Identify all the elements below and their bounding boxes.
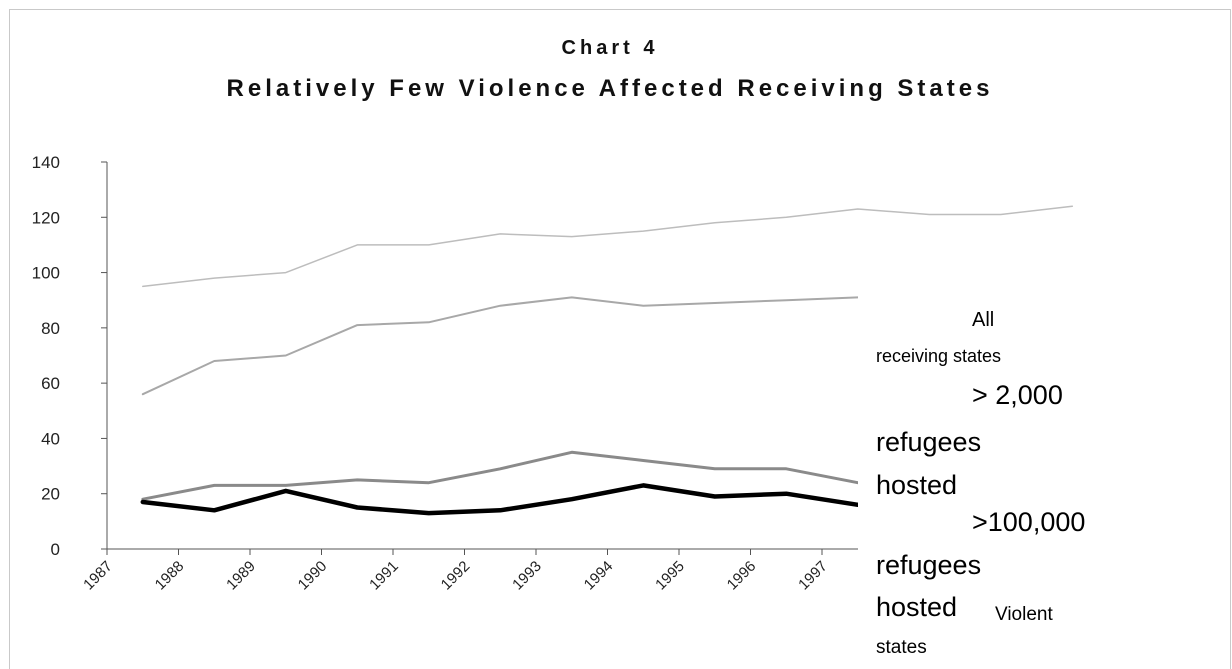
series-line-0 bbox=[142, 205, 1074, 288]
x-tick-label: 1994 bbox=[581, 558, 617, 594]
x-tick-label: 1995 bbox=[652, 558, 688, 594]
y-tick-label: 0 bbox=[51, 540, 60, 559]
x-tick-label: 1993 bbox=[509, 558, 545, 594]
legend-item-100000-line2: refugees bbox=[876, 550, 981, 580]
y-tick-label: 80 bbox=[41, 319, 60, 338]
chart-frame bbox=[9, 9, 1231, 669]
x-tick-label: 1989 bbox=[223, 558, 259, 594]
legend-item-100000-line3: hosted bbox=[876, 592, 957, 622]
legend-item-violent-line2: states bbox=[876, 637, 927, 658]
x-tick-label: 1996 bbox=[724, 558, 760, 594]
legend-item-all-line1: All bbox=[972, 309, 994, 331]
legend: All receiving states > 2,000 refugees ho… bbox=[876, 309, 1085, 658]
x-tick-label: 1987 bbox=[80, 558, 116, 594]
x-tick-label: 1991 bbox=[366, 558, 402, 594]
legend-item-2000-line3: hosted bbox=[876, 470, 957, 500]
chart-title: Chart 4 bbox=[562, 37, 659, 59]
chart-subtitle: Relatively Few Violence Affected Receivi… bbox=[227, 75, 994, 102]
legend-background bbox=[858, 286, 1108, 660]
y-tick-label: 120 bbox=[32, 208, 60, 227]
x-tick-label: 1990 bbox=[295, 558, 331, 594]
x-tick-label: 1997 bbox=[795, 558, 831, 594]
legend-item-violent-line1: Violent bbox=[995, 604, 1053, 625]
legend-item-2000-line1: > 2,000 bbox=[972, 380, 1063, 410]
x-tick-label: 1988 bbox=[152, 558, 188, 594]
y-tick-label: 40 bbox=[41, 429, 60, 448]
y-tick-label: 20 bbox=[41, 485, 60, 504]
legend-item-2000-line2: refugees bbox=[876, 427, 981, 457]
legend-item-100000-line1: >100,000 bbox=[972, 507, 1085, 537]
x-tick-label: 1992 bbox=[438, 558, 474, 594]
y-tick-label: 140 bbox=[32, 153, 60, 172]
y-tick-label: 100 bbox=[32, 264, 60, 283]
y-tick-label: 60 bbox=[41, 374, 60, 393]
legend-item-all-line2: receiving states bbox=[876, 346, 1001, 366]
